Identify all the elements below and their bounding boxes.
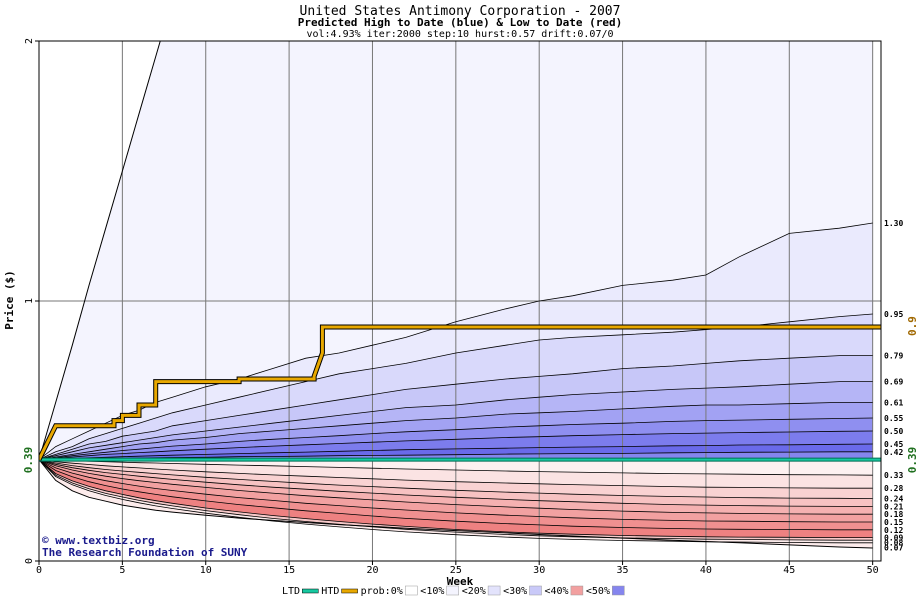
high-band-line-p5	[39, 401, 873, 460]
low-band-line-q6	[39, 459, 873, 523]
plot-area	[39, 41, 881, 561]
x-tick-label: 40	[700, 565, 712, 576]
legend-label: prob:0%	[361, 586, 403, 597]
legend: LTD HTD prob:0% <10% <20% <30% <40% <50%	[282, 585, 625, 597]
legend-label: LTD	[282, 586, 300, 597]
high-band-line-p7	[39, 430, 873, 460]
low-band-line-q9	[39, 459, 873, 541]
high-band-line-p1	[39, 222, 873, 460]
high-band-line-p4	[39, 381, 873, 460]
legend-label: <30%	[503, 586, 527, 597]
band-end-label: 0.28	[884, 484, 903, 493]
low-band-line-q3	[39, 459, 873, 499]
high-band-fill	[39, 355, 873, 460]
legend-box-swatch	[446, 585, 459, 596]
copyright-credit: © www.textbiz.org	[42, 534, 155, 547]
y-tick-label: 2	[24, 38, 35, 44]
high-envelope-line	[39, 41, 161, 460]
x-tick-label: 30	[533, 565, 545, 576]
x-tick-label: 50	[867, 565, 879, 576]
band-end-label: 0.18	[884, 510, 903, 519]
legend-line-swatch	[341, 588, 358, 594]
legend-label: <10%	[420, 586, 444, 597]
y-axis-label: Price ($)	[3, 270, 16, 330]
band-end-label: 0.15	[884, 518, 903, 527]
high-band-fill	[39, 402, 873, 460]
low-band-line-q1	[39, 459, 873, 476]
axes: 0 5 10 15 20 25 30 35 40 45 50 0 1 2	[24, 38, 882, 576]
htd-line	[39, 325, 881, 461]
x-tick-label: 45	[783, 565, 795, 576]
start-price-label-right: 0.39	[906, 447, 919, 474]
chart-params: vol:4.93% iter:2000 step:10 hurst:0.57 d…	[306, 29, 613, 40]
band-end-label: 0.33	[884, 471, 903, 480]
y-tick-label: 0	[24, 558, 35, 564]
start-price-label-left: 0.39	[22, 447, 35, 474]
legend-box-swatch	[405, 585, 418, 596]
org-credit: The Research Foundation of SUNY	[42, 546, 248, 559]
legend-label: HTD	[321, 586, 339, 597]
band-end-label: 0.24	[884, 495, 903, 504]
x-tick-label: 10	[200, 565, 212, 576]
low-band-line-q2	[39, 459, 873, 489]
high-band-line-p2	[39, 313, 873, 460]
legend-box-swatch	[487, 585, 501, 596]
chart-title: United States Antimony Corporation - 200…	[300, 4, 621, 19]
x-tick-label: 5	[119, 565, 125, 576]
band-end-label: 0.07	[884, 544, 903, 553]
x-tick-label: 35	[617, 565, 629, 576]
legend-label: <20%	[462, 586, 486, 597]
high-band-fill	[39, 381, 873, 460]
band-end-label: 0.69	[884, 378, 903, 387]
high-band-fill	[39, 314, 873, 460]
x-tick-label: 15	[283, 565, 295, 576]
band-end-label: 0.12	[884, 526, 903, 535]
low-band-fill	[39, 459, 873, 499]
x-tick-label: 0	[36, 565, 42, 576]
x-axis-label: Week	[447, 575, 474, 588]
htd-final-label-right: 0.9	[906, 316, 919, 336]
low-band-line-q4	[39, 459, 873, 507]
plot-clip-group	[39, 41, 881, 561]
high-band-line-p6	[39, 417, 873, 460]
legend-label: <40%	[545, 586, 569, 597]
legend-box-swatch	[612, 585, 625, 596]
copyright-site: www.textbiz.org	[55, 534, 154, 547]
chart-subtitle: Predicted High to Date (blue) & Low to D…	[298, 16, 623, 29]
legend-box-swatch	[570, 585, 584, 596]
low-band-line-q10	[39, 459, 873, 544]
low-band-line-q7	[39, 459, 873, 531]
low-band-line-q5	[39, 459, 873, 515]
high-band-line-p3	[39, 355, 873, 460]
band-end-label: 1.30	[884, 219, 903, 228]
legend-line-swatch	[302, 588, 319, 594]
band-end-label: 0.08	[884, 539, 903, 548]
band-end-label: 0.95	[884, 310, 903, 319]
band-end-label: 0.42	[884, 448, 903, 457]
y-tick-label: 1	[24, 298, 35, 304]
legend-box-swatch	[529, 585, 542, 596]
band-end-label: 0.61	[884, 398, 903, 407]
band-end-label: 0.09	[884, 534, 903, 543]
x-tick-label: 20	[366, 565, 378, 576]
band-end-label: 0.50	[884, 427, 903, 436]
high-band-line-p8	[39, 443, 873, 460]
band-end-label: 0.79	[884, 352, 903, 361]
x-tick-label: 25	[450, 565, 462, 576]
legend-label: <50%	[586, 586, 610, 597]
low-band-line-q8	[39, 459, 873, 538]
band-end-label: 0.55	[884, 414, 903, 423]
band-end-label: 0.45	[884, 440, 903, 449]
band-labels: 1.30 0.95 0.79 0.69 0.61 0.55 0.50 0.450.42 0.33…	[884, 219, 903, 553]
band-end-label: 0.21	[884, 502, 903, 511]
